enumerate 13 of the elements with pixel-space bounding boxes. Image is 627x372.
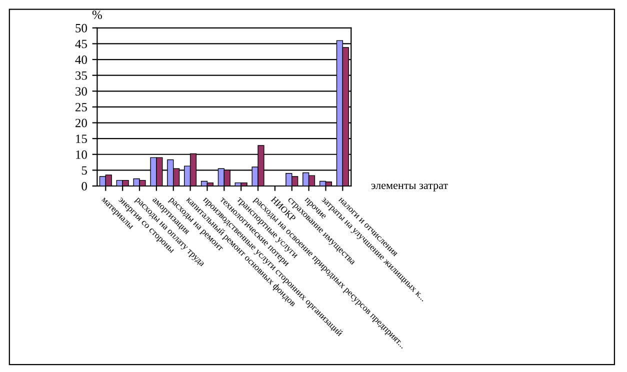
y-tick-label: 40: [75, 56, 87, 64]
y-tick-label: 35: [76, 71, 87, 80]
y-tick-label: 20: [76, 118, 87, 128]
y-tick-label: 45: [75, 40, 87, 48]
y-tick-label: 15: [76, 134, 87, 144]
y-tick-label: 25: [76, 103, 87, 112]
x-axis-title: элементы затрат: [371, 184, 448, 192]
y-tick-label: 50: [76, 24, 87, 32]
y-tick-label: 0: [82, 182, 87, 190]
y-tick-label: 30: [76, 87, 87, 96]
y-tick-label: 5: [82, 166, 87, 175]
y-tick-label: 10: [76, 150, 87, 159]
y-axis-title: %: [92, 10, 102, 20]
